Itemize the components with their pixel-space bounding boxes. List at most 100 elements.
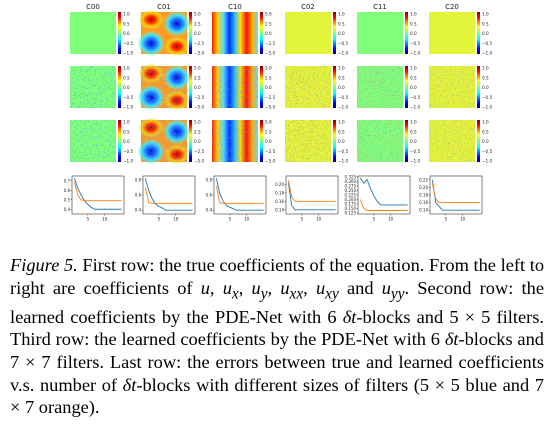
caption-sep: ,	[267, 277, 281, 298]
colorbar	[477, 120, 480, 162]
y-tick-label: 0.8	[206, 177, 213, 182]
caption-sep: ,	[238, 277, 252, 298]
math-ux: ux	[222, 277, 239, 303]
y-tick-label: 0.175	[345, 202, 357, 207]
colorbar	[405, 12, 408, 54]
colorbar-tick-label: 0.0	[410, 31, 417, 36]
y-tick-label: 0.250	[345, 188, 357, 193]
math-base: u	[381, 277, 391, 298]
colorbar-tick-label: 0.5	[123, 21, 130, 26]
colorbar-tick-label: 0.5	[410, 21, 417, 26]
math-uy: uy	[252, 278, 268, 303]
colorbar	[477, 66, 480, 108]
map-noise	[141, 66, 187, 108]
caption-text: First row: the true coefficients of the …	[10, 255, 545, 298]
colorbar-tick-label: 0.5	[338, 21, 345, 26]
colorbar-tick-label: 0.0	[265, 139, 272, 144]
colorbar-tick-label: −1.0	[123, 105, 134, 110]
series-line-7x7	[215, 185, 264, 204]
math-sub: y	[260, 285, 268, 303]
colorbar-tick-label: 0.0	[265, 31, 272, 36]
x-tick-label: 10	[173, 217, 179, 222]
colorbar-tick-label: −2.5	[194, 41, 205, 46]
colorbar-tick-label: 0.0	[194, 85, 201, 90]
column-title: C11	[373, 3, 387, 11]
map-noise	[70, 66, 116, 108]
colorbar-tick-label: −1.0	[482, 51, 493, 56]
math-uxx: uxx	[280, 278, 303, 303]
colorbar-tick-label: 1.0	[410, 120, 417, 125]
colorbar-tick-label: 2.5	[265, 129, 272, 134]
colorbar-tick-label: −2.5	[265, 149, 276, 154]
map-background	[429, 12, 475, 54]
colorbar-tick-label: 2.5	[194, 129, 201, 134]
colorbar-tick-label: −1.0	[410, 51, 421, 56]
colorbar-tick-label: −5.0	[194, 51, 205, 56]
y-tick-label: 0.4	[64, 207, 71, 212]
y-tick-label: 0.20	[275, 182, 284, 187]
colorbar-tick-label: −0.5	[123, 149, 134, 154]
colorbar-tick-label: −0.5	[123, 41, 134, 46]
colorbar-tick-label: 0.0	[123, 139, 130, 144]
x-tick-label: 10	[102, 217, 108, 222]
y-tick-label: 0.14	[275, 207, 284, 212]
caption-sep: ,	[209, 277, 223, 298]
colorbar-tick-label: 5.0	[265, 12, 272, 17]
map-blob	[138, 9, 165, 30]
y-tick-label: 0.200	[345, 197, 357, 202]
series-line-5x5	[144, 178, 193, 211]
figure-5: C00 C01 C10 C02 C11 C20 1.0 0.5 0.0 −0.5 −1.0 5.0 2.…	[64, 3, 493, 222]
colorbar	[260, 66, 263, 108]
colorbar-tick-label: 0.5	[482, 75, 489, 80]
math-base: u	[222, 277, 232, 298]
plot-frame	[429, 175, 483, 215]
y-tick-label: 0.275	[345, 183, 357, 188]
coefficient-map: 5.0 2.5 0.0 −2.5 −5.0	[212, 120, 276, 164]
map-blob	[137, 30, 166, 57]
coefficient-map: 5.0 2.5 0.0 −2.5 −5.0	[212, 12, 276, 56]
math-delta-t: δt	[444, 329, 459, 350]
series-line-7x7	[73, 181, 122, 202]
x-tick-label: 5	[87, 217, 90, 222]
colorbar	[333, 12, 336, 54]
colorbar-tick-label: 1.0	[410, 66, 417, 71]
colorbar-tick-label: 1.0	[123, 12, 130, 17]
coefficient-map: 1.0 0.5 0.0 −0.5 −1.0	[429, 120, 493, 164]
y-tick-label: 0.16	[419, 200, 428, 205]
colorbar	[189, 120, 192, 162]
coefficient-map: 1.0 0.5 0.0 −0.5 −1.0	[357, 66, 421, 110]
series-line-5x5	[73, 177, 122, 210]
math-sub: yy	[390, 285, 405, 303]
map-blob	[163, 36, 190, 57]
y-tick-label: 0.20	[419, 185, 428, 190]
map-background	[70, 12, 116, 54]
colorbar-tick-label: 1.0	[338, 12, 345, 17]
map-background	[357, 12, 403, 54]
colorbar-tick-label: −0.5	[410, 41, 421, 46]
plot-frame	[213, 175, 267, 215]
colorbar-tick-label: 2.5	[194, 21, 201, 26]
y-tick-label: 0.14	[419, 208, 428, 213]
series-line-7x7	[359, 199, 408, 211]
colorbar	[477, 12, 480, 54]
coefficient-map: 1.0 0.5 0.0 −0.5 −1.0	[285, 120, 349, 164]
map-noise	[357, 120, 403, 162]
map-blob	[162, 10, 191, 37]
map-fill	[212, 12, 258, 54]
colorbar-tick-label: −0.5	[482, 149, 493, 154]
y-tick-label: 0.4	[135, 208, 142, 213]
colorbar-tick-label: −1.0	[410, 105, 421, 110]
map-background	[285, 12, 331, 54]
map-noise	[429, 120, 475, 162]
colorbar-tick-label: 2.5	[265, 75, 272, 80]
y-tick-label: 0.4	[206, 208, 213, 213]
colorbar-tick-label: 2.5	[194, 75, 201, 80]
coefficient-map: 5.0 2.5 0.0 −2.5 −5.0	[212, 66, 276, 110]
colorbar-tick-label: 0.5	[410, 129, 417, 134]
x-tick-label: 5	[229, 217, 232, 222]
column-title: C10	[228, 3, 242, 11]
colorbar-tick-label: −0.5	[338, 95, 349, 100]
colorbar-tick-label: 0.5	[338, 75, 345, 80]
column-title: C02	[301, 3, 315, 11]
colorbar-tick-label: 1.0	[482, 12, 489, 17]
